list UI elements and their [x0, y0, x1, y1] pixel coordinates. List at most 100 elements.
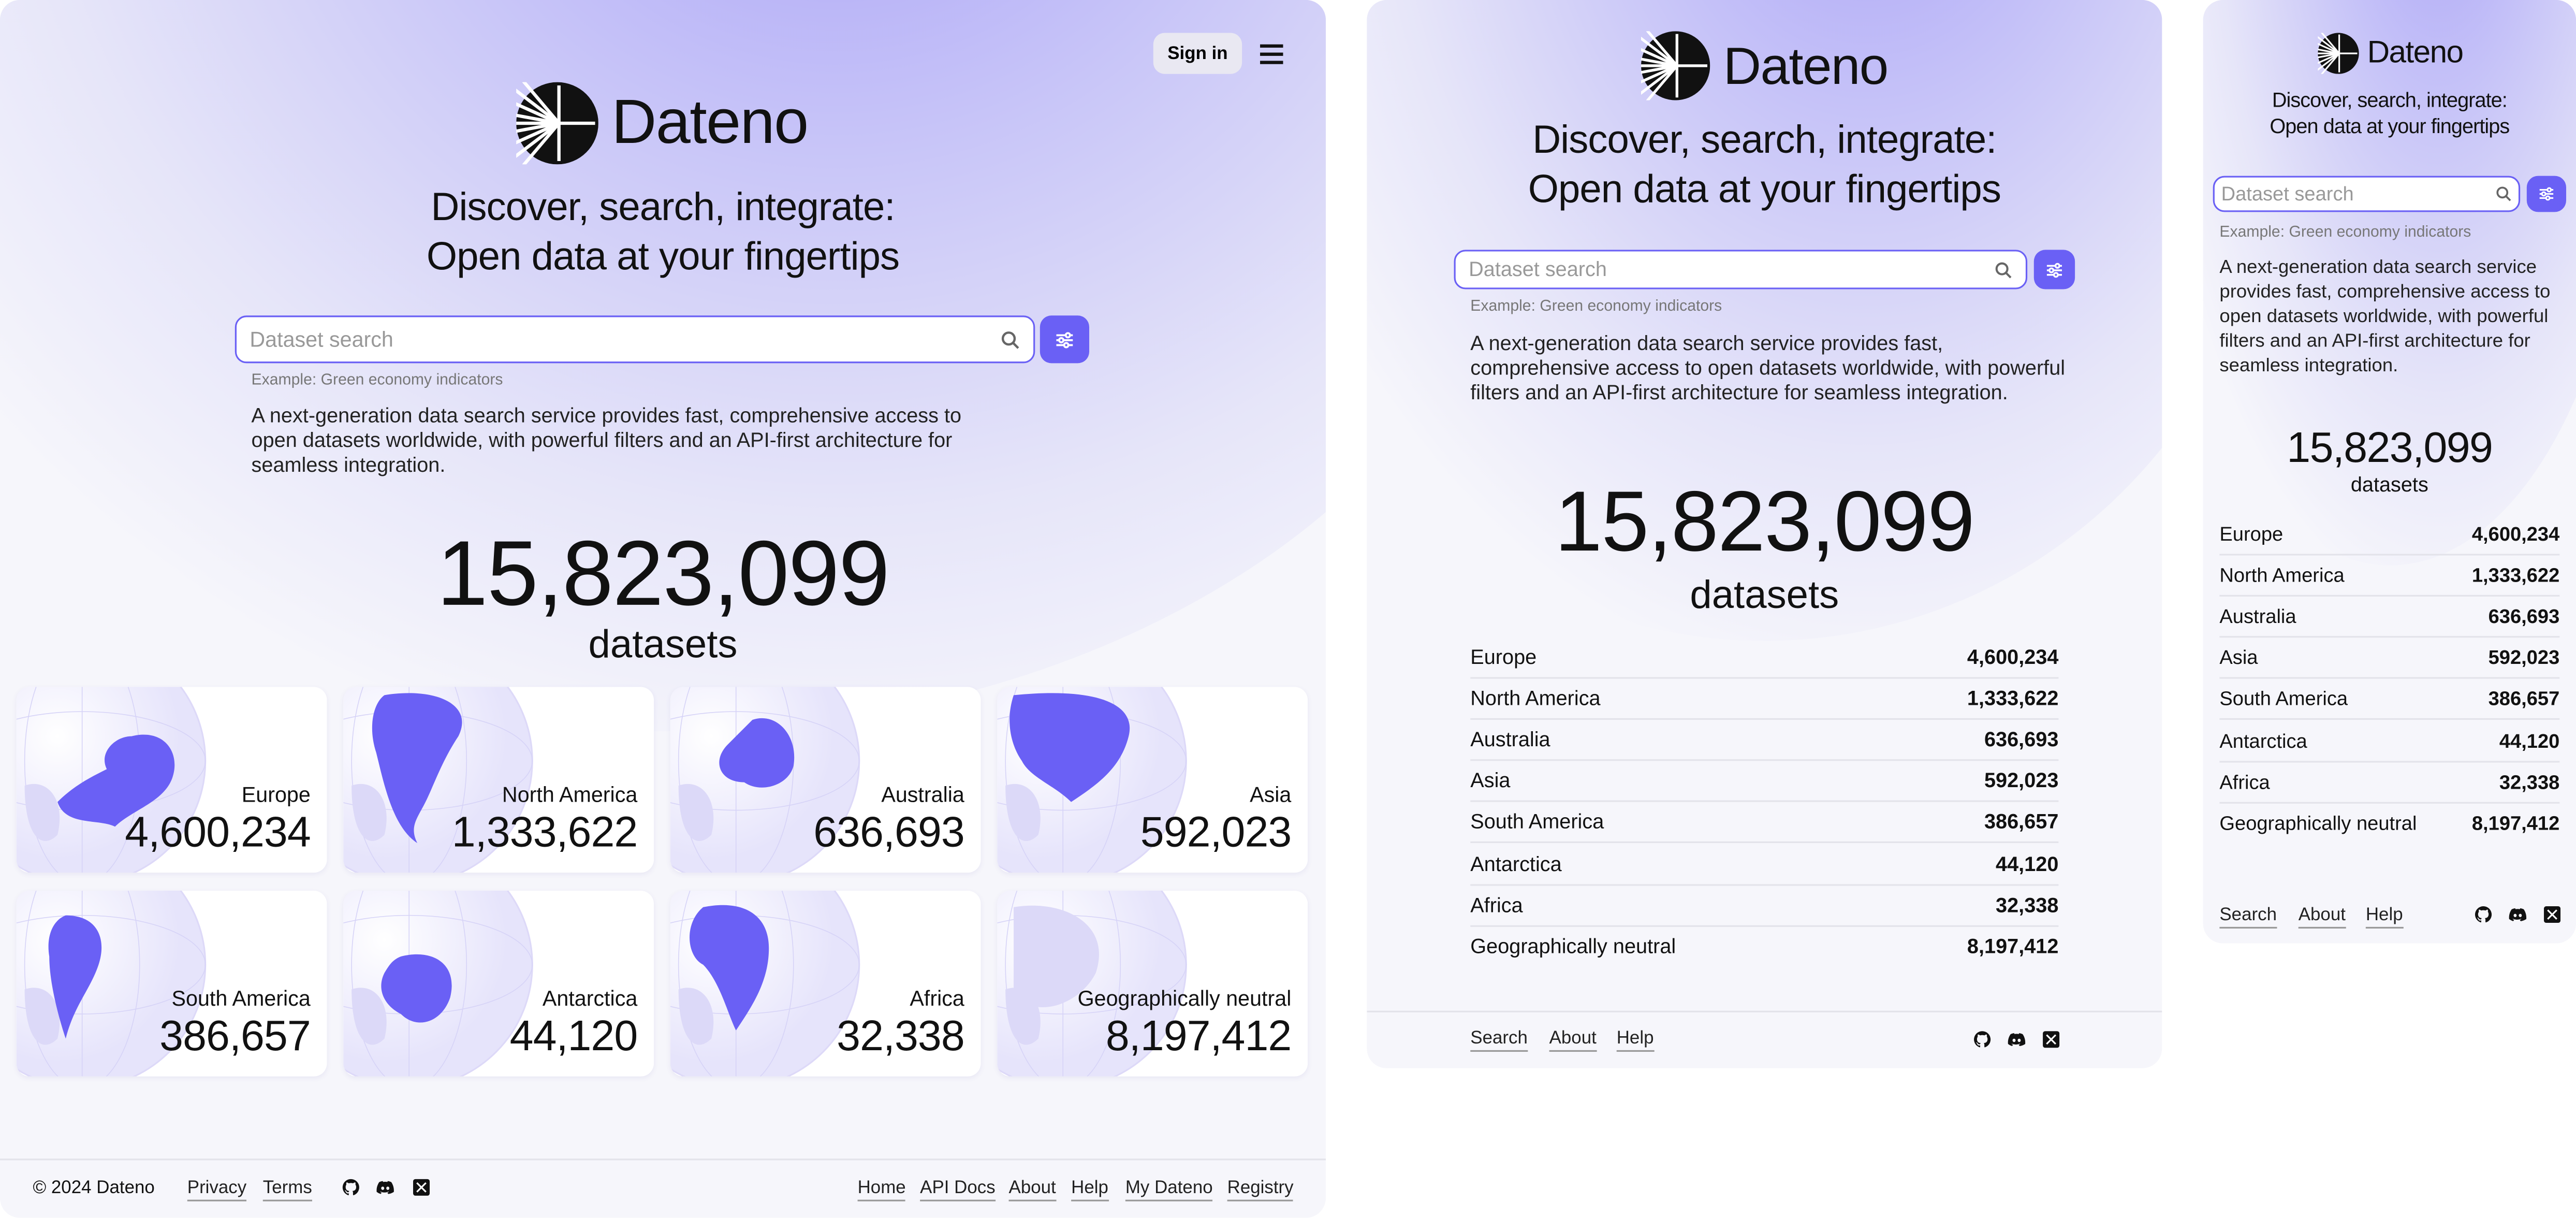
hero-headline: Discover, search, integrate: Open data a… [2203, 89, 2576, 139]
region-card[interactable]: North America 1,333,622 [343, 687, 654, 873]
region-list-item[interactable]: Europe 4,600,234 [1470, 637, 2059, 679]
region-count: 386,657 [1984, 810, 2059, 834]
sign-in-button[interactable]: Sign in [1153, 33, 1242, 74]
region-list-item[interactable]: Geographically neutral 8,197,412 [2219, 803, 2559, 845]
magnifier-icon[interactable] [2496, 186, 2512, 202]
logo-mark-icon [1641, 31, 1710, 100]
footer-link-search[interactable]: Search [1470, 1029, 1528, 1052]
footer-link-registry[interactable]: Registry [1227, 1178, 1294, 1201]
region-count: 592,023 [2488, 646, 2560, 670]
filter-button[interactable] [1040, 315, 1090, 364]
region-list-item[interactable]: Australia 636,693 [1470, 720, 2059, 762]
footer-link-about[interactable]: About [2298, 906, 2346, 929]
region-count: 8,197,412 [1967, 935, 2059, 959]
region-count: 1,333,622 [1967, 687, 2059, 711]
region-name: Australia [2219, 605, 2296, 629]
region-name: North America [2219, 563, 2345, 587]
filter-button[interactable] [2033, 250, 2075, 289]
x-icon[interactable] [2543, 906, 2562, 924]
discord-icon[interactable] [2509, 906, 2527, 924]
datasets-label: datasets [2350, 473, 2428, 497]
region-card[interactable]: Geographically neutral 8,197,412 [997, 891, 1308, 1077]
region-count: 636,693 [813, 807, 965, 857]
x-icon[interactable] [413, 1178, 431, 1196]
region-card[interactable]: Africa 32,338 [670, 891, 981, 1077]
footer-link-api-docs[interactable]: API Docs [920, 1178, 996, 1201]
region-card[interactable]: Asia 592,023 [997, 687, 1308, 873]
github-icon[interactable] [1973, 1031, 1991, 1049]
region-list-item[interactable]: Antarctica 44,120 [2219, 720, 2560, 762]
region-list-item[interactable]: Europe 4,600,234 [2219, 514, 2560, 556]
hero-line-2: Open data at your fingertips [426, 235, 900, 280]
region-count: 386,657 [2488, 687, 2560, 711]
terms-link[interactable]: Terms [262, 1178, 312, 1201]
region-list-item[interactable]: Geographically neutral 8,197,412 [1470, 926, 2058, 968]
region-list-item[interactable]: Asia 592,023 [1470, 761, 2059, 803]
region-count: 592,023 [1140, 807, 1292, 857]
logo[interactable]: Dateno [2318, 33, 2464, 74]
magnifier-icon[interactable] [1001, 329, 1020, 349]
region-list-item[interactable]: South America 386,657 [1470, 803, 2059, 844]
footer-link-help[interactable]: Help [2365, 906, 2403, 929]
region-list-item[interactable]: North America 1,333,622 [2219, 556, 2560, 597]
region-list-item[interactable]: South America 386,657 [2219, 679, 2560, 721]
discord-icon[interactable] [2008, 1031, 2026, 1049]
region-count: 4,600,234 [1967, 646, 2059, 669]
footer-link-my-dateno[interactable]: My Dateno [1125, 1178, 1213, 1201]
discord-icon[interactable] [376, 1178, 394, 1196]
brand-name: Dateno [2367, 35, 2464, 70]
region-list-item[interactable]: Antarctica 44,120 [1470, 844, 2059, 886]
logo-mark-icon [2318, 33, 2359, 74]
dataset-search-input[interactable] [250, 327, 1001, 352]
sliders-icon [1056, 331, 1073, 347]
region-count: 1,333,622 [2471, 563, 2560, 587]
region-list-item[interactable]: Asia 592,023 [2219, 638, 2560, 679]
footer-link-search[interactable]: Search [2219, 906, 2277, 929]
region-card[interactable]: Australia 636,693 [670, 687, 981, 873]
footer-link-home[interactable]: Home [857, 1178, 906, 1201]
privacy-link[interactable]: Privacy [187, 1178, 247, 1201]
region-name: Asia [2219, 646, 2258, 670]
region-name: Antarctica [2219, 729, 2307, 752]
copyright: © 2024 Dateno [33, 1178, 155, 1198]
region-name: Antarctica [542, 986, 638, 1011]
region-card[interactable]: Antarctica 44,120 [343, 891, 654, 1077]
region-name: Geographically neutral [1470, 935, 1676, 959]
region-count: 32,338 [2499, 770, 2560, 793]
github-icon[interactable] [342, 1178, 360, 1196]
description: A next-generation data search service pr… [2219, 258, 2551, 376]
filter-button[interactable] [2526, 176, 2567, 212]
x-icon[interactable] [2042, 1031, 2060, 1049]
logo[interactable]: Dateno [1641, 31, 1889, 100]
globe-map-icon [16, 891, 207, 1077]
logo[interactable]: Dateno [516, 82, 809, 165]
hero-line-1: Discover, search, integrate: [431, 185, 895, 230]
dataset-search-box [235, 315, 1035, 364]
magnifier-icon[interactable] [1995, 260, 2013, 279]
region-count: 8,197,412 [1105, 1010, 1292, 1060]
github-icon[interactable] [2474, 906, 2492, 924]
brand-name: Dateno [611, 88, 809, 157]
search-example: Example: Green economy indicators [2219, 223, 2471, 242]
dataset-search-box [2213, 176, 2521, 212]
hero-line-1: Discover, search, integrate: [2272, 89, 2508, 112]
region-card[interactable]: Europe 4,600,234 [16, 687, 327, 873]
desktop-view: Sign in Dateno Discover, search, integra… [0, 0, 1326, 1201]
region-count: 386,657 [159, 1010, 311, 1060]
region-card[interactable]: South America 386,657 [16, 891, 327, 1077]
footer-link-about[interactable]: About [1549, 1029, 1597, 1052]
region-list-item[interactable]: Africa 32,338 [2219, 762, 2560, 803]
region-name: South America [171, 986, 311, 1011]
hamburger-icon[interactable] [1260, 44, 1283, 64]
region-list-item[interactable]: Africa 32,338 [1470, 885, 2059, 926]
globe-map-icon [16, 687, 207, 873]
footer-link-about[interactable]: About [1008, 1178, 1056, 1201]
dataset-search-input[interactable] [2221, 182, 2496, 206]
footer-link-help[interactable]: Help [1616, 1029, 1654, 1052]
footer-link-help[interactable]: Help [1071, 1178, 1108, 1201]
region-list-item[interactable]: North America 1,333,622 [1470, 679, 2059, 720]
region-list-item[interactable]: Australia 636,693 [2219, 597, 2560, 639]
datasets-label: datasets [1690, 573, 1839, 618]
dataset-search-input[interactable] [1469, 258, 1995, 281]
hero-line-2: Open data at your fingertips [2270, 114, 2510, 137]
